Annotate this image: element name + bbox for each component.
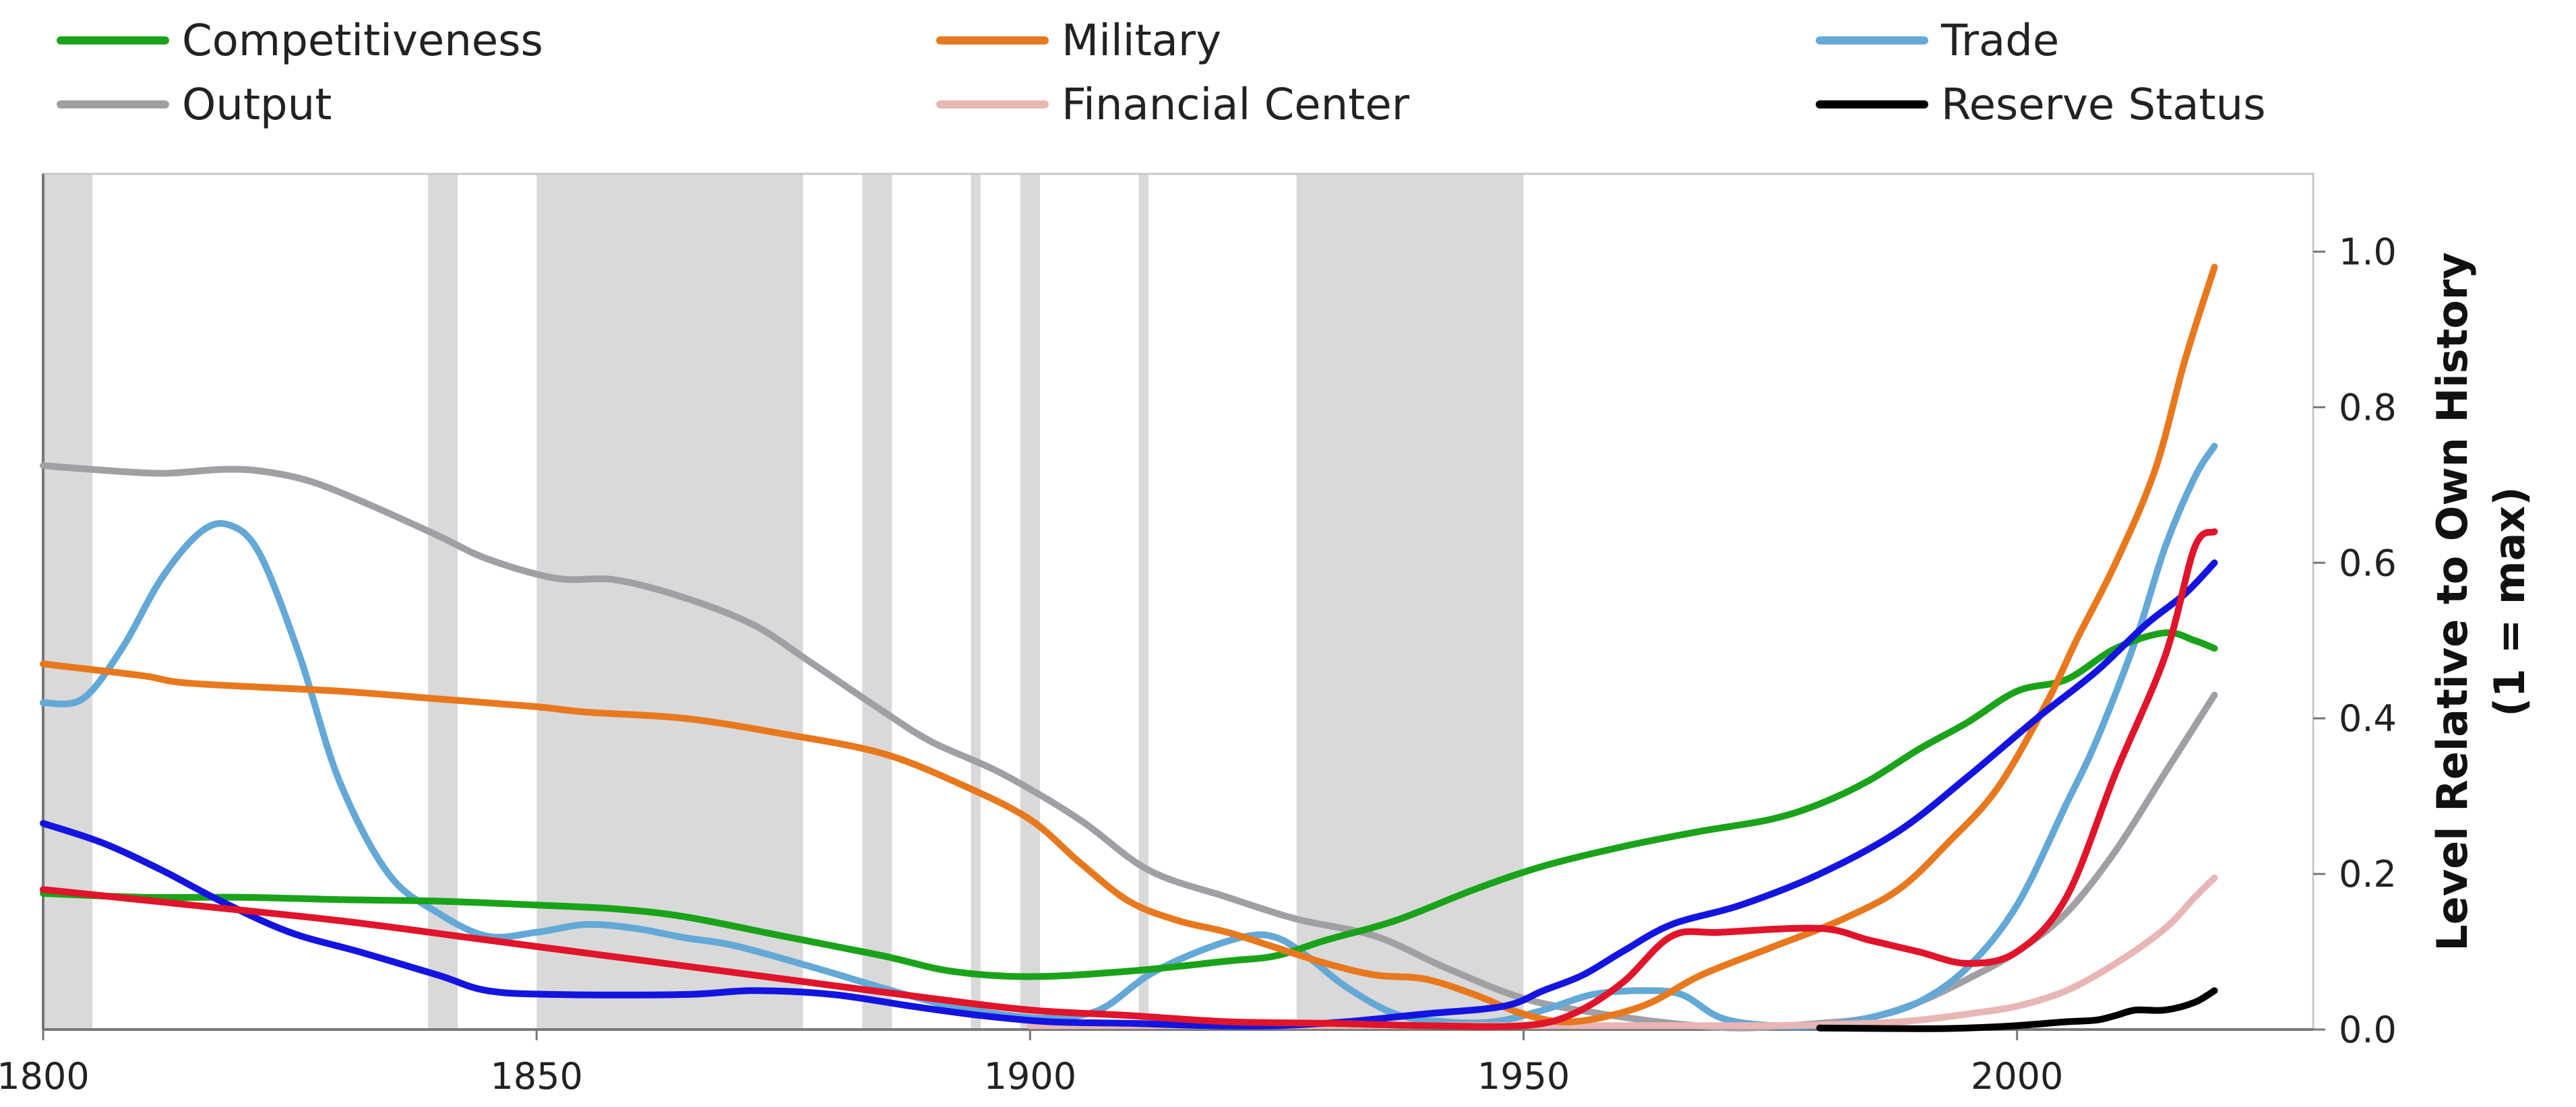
y-ticks: 0.0 0.2 0.4 0.6 0.8 1.0 xyxy=(2313,230,2397,1051)
x-tick-label-3: 1950 xyxy=(1477,1055,1570,1098)
legend-label-competitiveness: Competitiveness xyxy=(182,16,543,66)
x-tick-label-4: 2000 xyxy=(1971,1055,2063,1098)
shaded-period-1 xyxy=(428,174,458,1030)
x-ticks: 1800 1850 1900 1950 2000 xyxy=(0,1030,2063,1098)
series-line-military xyxy=(40,263,2218,1025)
legend-label-military: Military xyxy=(1062,16,1221,66)
y-tick-label-3: 0.6 xyxy=(2339,542,2397,584)
legend: Competitiveness Military Trade Output Financ… xyxy=(57,16,2266,130)
y-tick-label-4: 0.8 xyxy=(2339,386,2397,429)
y-axis-label-line2: (1 = max) xyxy=(2485,486,2534,716)
series-line-unlabeled-red xyxy=(40,528,2218,1030)
shaded-period-7 xyxy=(1296,174,1524,1030)
shaded-period-5 xyxy=(1020,174,1040,1030)
series-line-reserve-status xyxy=(1816,987,2218,1032)
series-lines xyxy=(40,263,2218,1032)
legend-label-reserve-status: Reserve Status xyxy=(1941,80,2266,130)
x-tick-label-1: 1850 xyxy=(490,1055,582,1098)
y-tick-label-2: 0.4 xyxy=(2339,697,2397,740)
y-axis-label-line1: Level Relative to Own History xyxy=(2428,252,2477,951)
shaded-periods xyxy=(43,174,1524,1030)
legend-label-financial-center: Financial Center xyxy=(1062,80,1410,130)
shaded-period-4 xyxy=(971,174,981,1030)
shaded-period-3 xyxy=(862,174,892,1030)
legend-label-output: Output xyxy=(182,80,332,130)
series-line-unlabeled-blue xyxy=(40,559,2218,1030)
y-tick-label-1: 0.2 xyxy=(2339,853,2397,895)
shaded-period-6 xyxy=(1138,174,1149,1030)
y-tick-label-0: 0.0 xyxy=(2339,1009,2397,1051)
y-tick-label-5: 1.0 xyxy=(2339,230,2397,273)
series-line-trade xyxy=(40,443,2218,1030)
shaded-period-2 xyxy=(536,174,803,1030)
x-tick-label-2: 1900 xyxy=(984,1055,1076,1098)
x-tick-label-0: 1800 xyxy=(0,1055,90,1098)
legend-label-trade: Trade xyxy=(1940,16,2059,66)
shaded-period-0 xyxy=(43,174,93,1030)
